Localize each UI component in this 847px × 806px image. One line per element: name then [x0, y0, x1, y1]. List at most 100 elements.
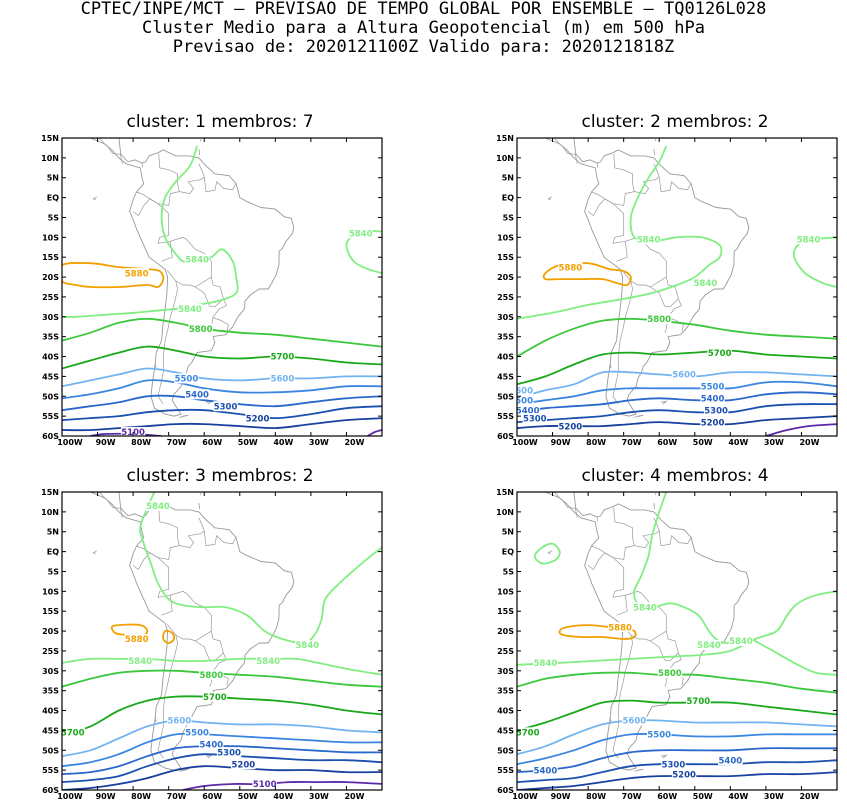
lon-label: 90W — [96, 438, 116, 447]
island — [119, 107, 147, 116]
contour-label-5400: 5400 — [185, 390, 209, 400]
island — [661, 755, 666, 758]
contour-label-5840: 5840 — [185, 255, 209, 265]
coastline — [545, 488, 748, 770]
contour-label-5840: 5840 — [797, 236, 821, 246]
contour-label-5840: 5840 — [349, 230, 373, 240]
contour-label-5840: 5840 — [694, 279, 718, 289]
lat-label: 5S — [503, 567, 515, 576]
lat-label: 35S — [42, 333, 59, 342]
lon-label: 20W — [344, 438, 364, 447]
country-border — [613, 270, 633, 404]
lon-label: 50W — [238, 438, 258, 447]
contour-5840 — [517, 146, 721, 319]
island — [93, 551, 97, 554]
lat-label: 20S — [42, 627, 59, 636]
lon-label: 100W — [512, 438, 538, 447]
contour-5700 — [517, 701, 837, 731]
lat-label: 10N — [41, 508, 59, 517]
contour-5840 — [140, 492, 382, 643]
lat-label: 55S — [42, 766, 59, 775]
lon-label: 90W — [551, 792, 571, 801]
contour-label-5880: 5880 — [608, 623, 632, 633]
lat-label: 40S — [497, 353, 514, 362]
contour-label-5700: 5700 — [686, 697, 710, 707]
country-border — [213, 318, 229, 332]
contour-label-5400: 5400 — [718, 756, 742, 766]
contour-label-5600: 5600 — [167, 717, 191, 727]
lat-label: 10S — [497, 587, 514, 596]
lat-label: 50S — [42, 746, 59, 755]
lat-label: 5S — [48, 213, 60, 222]
contour-label-5200: 5200 — [672, 770, 696, 780]
country-border — [195, 631, 223, 661]
lon-label: 60W — [202, 792, 222, 801]
lat-label: 30S — [497, 667, 514, 676]
contour-label-5700: 5700 — [271, 353, 295, 363]
contour-label-5880: 5880 — [125, 635, 149, 645]
contour-label-5600: 5600 — [622, 717, 646, 727]
contour-label-5800: 5800 — [189, 325, 213, 335]
lat-label: 20S — [497, 627, 514, 636]
contour-5880 — [163, 631, 174, 643]
contour-5800 — [62, 319, 382, 347]
lat-label: 10S — [497, 233, 514, 242]
contour-label-5200: 5200 — [558, 422, 582, 432]
header: CPTEC/INPE/MCT – PREVISAO DE TEMPO GLOBA… — [0, 0, 847, 57]
lon-label: 60W — [657, 438, 677, 447]
country-border — [597, 163, 598, 167]
lat-label: 10N — [41, 154, 59, 163]
header-line-1: CPTEC/INPE/MCT – PREVISAO DE TEMPO GLOBA… — [0, 0, 847, 19]
lat-label: 35S — [497, 333, 514, 342]
lat-label: 5N — [502, 174, 514, 183]
island — [199, 149, 200, 155]
lat-label: EQ — [47, 194, 59, 203]
lon-label: 20W — [799, 792, 819, 801]
lat-label: 30S — [42, 313, 59, 322]
lat-label: 15N — [496, 488, 514, 497]
lat-label: 45S — [42, 372, 59, 381]
country-border — [133, 199, 150, 216]
lat-label: 5N — [47, 174, 59, 183]
island — [119, 461, 147, 470]
lat-label: 50S — [497, 392, 514, 401]
island — [548, 197, 552, 200]
island — [206, 755, 211, 758]
lat-label: 15N — [41, 134, 59, 143]
lat-label: 5N — [47, 528, 59, 537]
lat-label: 45S — [497, 372, 514, 381]
lat-label: 50S — [497, 746, 514, 755]
contour-label-5840: 5840 — [697, 641, 721, 651]
lat-label: 5S — [503, 213, 515, 222]
lat-label: 55S — [497, 412, 514, 421]
lat-label: 55S — [42, 412, 59, 421]
contour-label-5700: 5700 — [203, 693, 227, 703]
country-border — [137, 154, 180, 206]
island — [548, 551, 552, 554]
lon-label: 40W — [728, 438, 748, 447]
lon-label: 20W — [344, 792, 364, 801]
lon-label: 100W — [57, 792, 83, 801]
country-border — [142, 163, 143, 167]
contour-label-5500: 5500 — [701, 383, 725, 393]
lat-label: 30S — [42, 667, 59, 676]
country-border — [179, 518, 204, 548]
contour-5840 — [62, 146, 238, 317]
lon-label: 70W — [622, 438, 642, 447]
lon-label: 30W — [309, 792, 329, 801]
contour-label-5880: 5880 — [125, 269, 149, 279]
lat-label: 20S — [42, 273, 59, 282]
lon-label: 70W — [167, 438, 187, 447]
lat-label: EQ — [502, 194, 514, 203]
lon-label: 50W — [693, 792, 713, 801]
contour-label-5200: 5200 — [246, 414, 270, 424]
island — [634, 769, 643, 771]
country-border — [204, 177, 236, 192]
lat-label: 15N — [496, 134, 514, 143]
contour-label-5300: 5300 — [704, 406, 728, 416]
lat-label: 10S — [42, 587, 59, 596]
